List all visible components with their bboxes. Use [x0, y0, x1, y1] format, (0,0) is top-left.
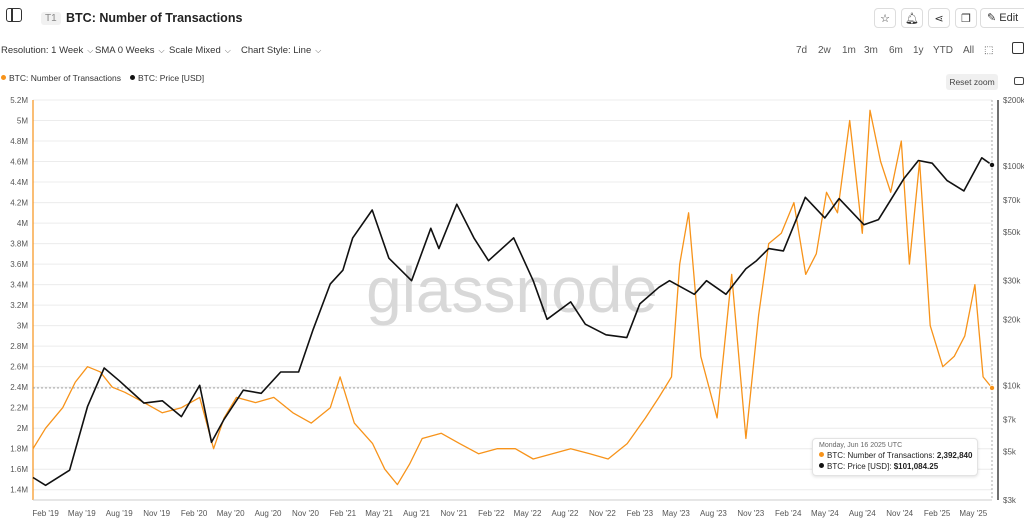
- y-left-tick-label: 4.4M: [10, 178, 28, 187]
- y-left-tick-label: 2.4M: [10, 383, 28, 392]
- x-tick-label: May '21: [365, 509, 393, 518]
- zoom-select-icon[interactable]: ⬚: [984, 45, 994, 56]
- range-6m[interactable]: 6m: [889, 45, 903, 56]
- y-right-tick-label: $200k: [1003, 96, 1024, 105]
- x-tick-label: Nov '22: [589, 509, 616, 518]
- edit-label: Edit: [999, 12, 1019, 24]
- y-left-tick-label: 2M: [17, 424, 28, 433]
- y-right-tick-label: $100k: [1003, 162, 1024, 171]
- x-tick-label: Aug '22: [552, 509, 579, 518]
- range-7d[interactable]: 7d: [796, 45, 808, 56]
- y-right-tick-label: $70k: [1003, 196, 1021, 205]
- x-tick-label: Nov '19: [143, 509, 170, 518]
- sidebar-toggle-icon[interactable]: [6, 8, 22, 22]
- reset-zoom-button[interactable]: Reset zoom: [946, 74, 998, 90]
- tooltip-row-price: BTC: Price [USD]: $101,084.25: [819, 462, 971, 471]
- tier-badge: T1: [41, 12, 61, 25]
- x-tick-label: Feb '22: [478, 509, 505, 518]
- range-1m[interactable]: 1m: [842, 45, 856, 56]
- x-tick-label: Feb '25: [924, 509, 951, 518]
- y-left-tick-label: 3.4M: [10, 281, 28, 290]
- legend-item-price[interactable]: BTC: Price [USD]: [130, 73, 204, 83]
- y-left-tick-label: 4.2M: [10, 199, 28, 208]
- x-tick-label: Nov '23: [737, 509, 764, 518]
- top-bar: T1 BTC: Number of Transactions ☆ 🔔︎ ⋖ ❐ …: [0, 0, 1024, 38]
- chevron-down-icon: ⌵: [87, 46, 94, 55]
- y-right-tick-label: $7k: [1003, 415, 1017, 424]
- tooltip-date: Monday, Jun 16 2025 UTC: [819, 442, 903, 449]
- x-tick-label: Nov '21: [440, 509, 467, 518]
- y-right-tick-label: $5k: [1003, 447, 1017, 456]
- range-3m[interactable]: 3m: [864, 45, 878, 56]
- watermark: glassnode: [366, 254, 658, 326]
- x-tick-label: Feb '23: [627, 509, 654, 518]
- last-point-transactions: [989, 384, 996, 391]
- y-left-tick-label: 3.2M: [10, 301, 28, 310]
- range-1y[interactable]: 1y: [913, 45, 924, 56]
- share-icon[interactable]: ⋖: [928, 8, 950, 28]
- y-left-tick-label: 1.6M: [10, 465, 28, 474]
- x-tick-label: May '19: [68, 509, 96, 518]
- edit-button[interactable]: ✎ Edit: [980, 8, 1024, 28]
- x-tick-label: Aug '21: [403, 509, 430, 518]
- y-left-tick-label: 4.6M: [10, 158, 28, 167]
- chevron-down-icon: ⌵: [315, 46, 322, 55]
- x-tick-label: Feb '21: [330, 509, 357, 518]
- chevron-down-icon: ⌵: [158, 46, 165, 55]
- y-left-tick-label: 3.8M: [10, 240, 28, 249]
- bell-icon[interactable]: 🔔︎: [901, 8, 923, 28]
- x-tick-label: Aug '24: [849, 509, 876, 518]
- x-tick-label: Aug '20: [255, 509, 282, 518]
- last-point-price: [989, 161, 996, 168]
- y-right-tick-label: $30k: [1003, 277, 1021, 286]
- y-right-tick-label: $50k: [1003, 228, 1021, 237]
- y-left-tick-label: 1.4M: [10, 486, 28, 495]
- tooltip-row-transactions: BTC: Number of Transactions: 2,392,840: [819, 451, 972, 460]
- y-left-tick-label: 5M: [17, 117, 28, 126]
- y-right-tick-label: $3k: [1003, 496, 1017, 505]
- y-left-tick-label: 2.8M: [10, 342, 28, 351]
- x-tick-label: May '24: [811, 509, 839, 518]
- y-right-tick-label: $20k: [1003, 315, 1021, 324]
- page-title: BTC: Number of Transactions: [66, 11, 243, 25]
- range-ytd[interactable]: YTD: [933, 45, 953, 56]
- y-left-tick-label: 4.8M: [10, 137, 28, 146]
- series-line-transactions: [32, 109, 993, 486]
- sma-select[interactable]: SMA 0 Weeks ⌵: [95, 45, 165, 56]
- x-tick-label: Aug '23: [700, 509, 727, 518]
- x-tick-label: Feb '19: [32, 509, 59, 518]
- chart-style-select[interactable]: Chart Style: Line ⌵: [241, 45, 322, 56]
- scale-select[interactable]: Scale Mixed ⌵: [169, 45, 231, 56]
- x-tick-label: Feb '24: [775, 509, 802, 518]
- copy-icon[interactable]: ❐: [955, 8, 977, 28]
- tooltip: Monday, Jun 16 2025 UTC BTC: Number of T…: [812, 438, 978, 476]
- y-left-tick-label: 2.2M: [10, 404, 28, 413]
- x-tick-label: Nov '20: [292, 509, 319, 518]
- x-tick-label: May '23: [662, 509, 690, 518]
- y-left-tick-label: 4M: [17, 219, 28, 228]
- x-tick-label: Nov '24: [886, 509, 913, 518]
- x-tick-label: May '25: [959, 509, 987, 518]
- y-right-tick-label: $10k: [1003, 381, 1021, 390]
- chart-controls: Resolution: 1 Week ⌵ SMA 0 Weeks ⌵ Scale M…: [0, 40, 1024, 64]
- y-left-tick-label: 3.6M: [10, 260, 28, 269]
- y-left-tick-label: 5.2M: [10, 96, 28, 105]
- range-2w[interactable]: 2w: [818, 45, 831, 56]
- legend-item-transactions[interactable]: BTC: Number of Transactions: [1, 73, 121, 83]
- y-left-tick-label: 3M: [17, 322, 28, 331]
- x-tick-label: Aug '19: [106, 509, 133, 518]
- favorite-star-icon[interactable]: ☆: [874, 8, 896, 28]
- chevron-down-icon: ⌵: [224, 46, 231, 55]
- x-tick-label: May '20: [217, 509, 245, 518]
- x-tick-label: Feb '20: [181, 509, 208, 518]
- series-line-price: [32, 157, 993, 487]
- range-all[interactable]: All: [963, 45, 975, 56]
- x-tick-label: May '22: [514, 509, 542, 518]
- y-left-tick-label: 1.8M: [10, 445, 28, 454]
- y-left-tick-label: 2.6M: [10, 363, 28, 372]
- resolution-select[interactable]: Resolution: 1 Week ⌵: [1, 45, 94, 56]
